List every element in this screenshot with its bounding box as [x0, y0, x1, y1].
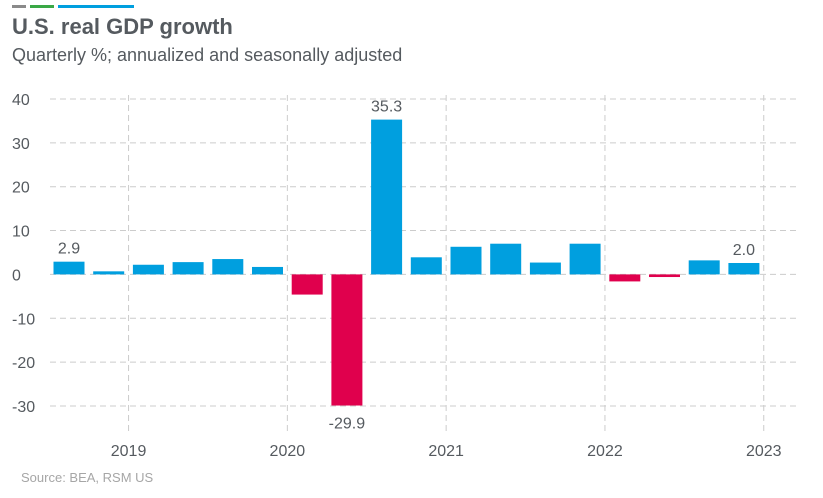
accent-bar-green — [30, 5, 54, 8]
data-label: -29.9 — [329, 416, 366, 433]
bar — [728, 262, 760, 275]
bar — [93, 271, 125, 275]
y-tick-label: 10 — [12, 224, 30, 241]
chart-title: U.S. real GDP growth — [12, 14, 233, 39]
bar — [649, 274, 680, 278]
data-label: 2.9 — [58, 241, 80, 258]
bar — [331, 274, 363, 406]
x-tick-label: 2020 — [270, 443, 306, 460]
bar — [609, 274, 641, 282]
bar — [212, 259, 244, 275]
x-tick-label: 2022 — [587, 443, 623, 460]
bar — [371, 119, 403, 275]
bar — [450, 246, 482, 275]
y-tick-label: 0 — [12, 267, 21, 284]
bar — [569, 243, 601, 275]
y-tick-label: 20 — [12, 180, 30, 197]
y-tick-label: -10 — [12, 311, 35, 328]
bar — [291, 274, 323, 295]
data-label: 2.0 — [733, 242, 755, 259]
y-tick-label: -30 — [12, 399, 35, 416]
bar — [172, 262, 204, 275]
bar — [688, 260, 720, 275]
x-tick-label: 2021 — [428, 443, 464, 460]
bar — [53, 261, 85, 275]
x-tick-label: 2023 — [746, 443, 782, 460]
bar — [529, 262, 561, 275]
accent-bar-blue — [58, 5, 134, 8]
y-tick-label: -20 — [12, 355, 35, 372]
bar — [410, 257, 442, 275]
chart-subtitle: Quarterly %; annualized and seasonally a… — [12, 45, 403, 65]
bar — [490, 243, 522, 275]
bar — [132, 264, 164, 275]
accent-bar-gray — [12, 5, 26, 8]
source-note: Source: BEA, RSM US — [21, 470, 154, 485]
y-tick-label: 40 — [12, 92, 30, 109]
x-tick-label: 2019 — [111, 443, 147, 460]
data-label: 35.3 — [371, 99, 402, 116]
y-tick-label: 30 — [12, 136, 30, 153]
bar — [252, 266, 283, 275]
